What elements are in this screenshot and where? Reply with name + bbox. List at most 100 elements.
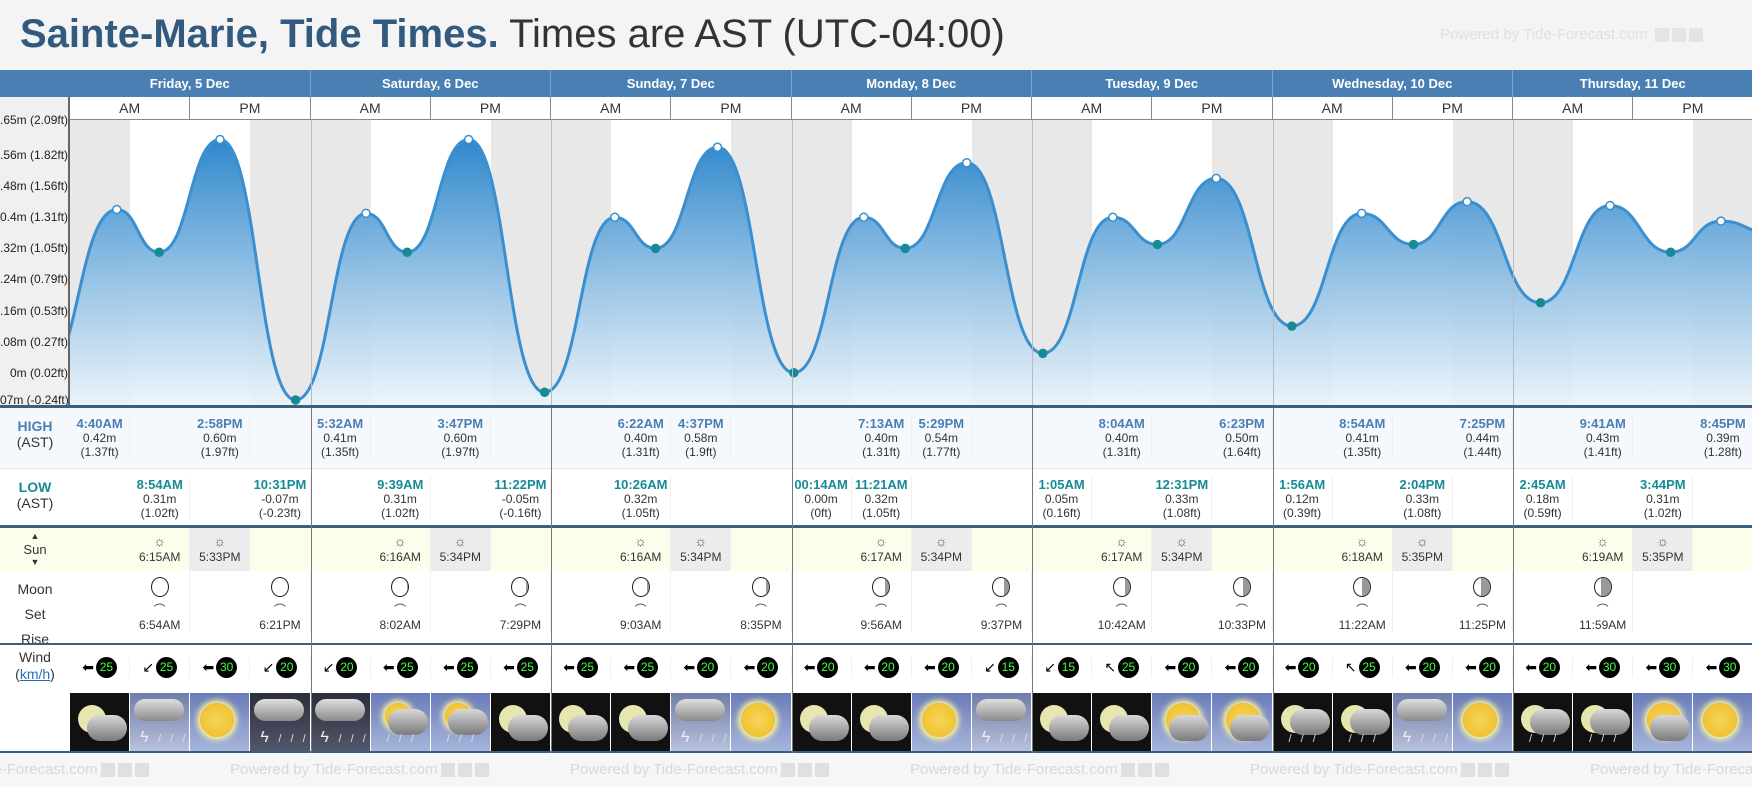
tide-time: 10:31PM [253,477,307,492]
wind-speed-badge: 30 [216,657,238,678]
wind-direction-arrow-icon: ⬅ [382,659,395,675]
wind-unit-link[interactable]: km/h [19,666,51,682]
day-header-corner [0,70,70,97]
high-tide-point [361,208,371,219]
moonset-icon: ⌒ [394,603,407,617]
moon-rise-cell: ⌒ 10:33PM [1212,571,1273,632]
high-tide-cell: 8:04AM 0.40m (1.31ft) [1092,416,1153,459]
low-tide-cell: 00:14AM 0.00m (0ft) [792,477,852,520]
y-axis-tick-label: .24m (0.79ft) [0,272,69,287]
wind-direction-arrow-icon: ↙ [142,659,155,675]
wind-cell: ⬅ 25 [431,657,491,678]
title-bar: Sainte-Marie, Tide Times. Times are AST … [0,0,1752,70]
wind-direction-arrow-icon: ⬅ [202,659,215,675]
wind-speed-badge: 20 [757,657,779,678]
wind-cell: ⬅ 20 [731,657,792,678]
moon-time: 7:29PM [499,618,542,632]
wind-direction-arrow-icon: ⬅ [1164,659,1177,675]
tide-height-ft: (1.97ft) [441,445,480,459]
tide-height-ft: (1.02ft) [381,506,420,520]
day-separator [1272,120,1274,405]
wind-cell: ⬅ 30 [190,657,251,678]
moon-set-cell: ⌒ 6:54AM [130,571,191,632]
high-tz-label: (AST) [16,434,54,450]
tide-time: 2:04PM [1399,477,1446,492]
tide-height-ft: (1.9ft) [685,445,717,459]
sunset-cell: ☼ 5:35PM [1633,528,1694,571]
tide-height-m: 0.40m [864,431,898,445]
day-header: Friday, 5 Dec [70,70,311,97]
day-separator [1513,120,1514,405]
wind-speed-badge: 25 [396,657,418,678]
wind-cell: ⬅ 30 [1573,657,1634,678]
wind-direction-arrow-icon: ⬅ [923,659,936,675]
moon-phase-icon [992,577,1011,597]
wind-speed-badge: 20 [336,657,358,678]
wind-direction-arrow-icon: ⬅ [1525,659,1537,675]
powered-by-link[interactable]: Powered by Tide-Forecast.com [1440,26,1703,43]
powered-by-watermark: Powered by Tide-Forecast.com [1590,761,1752,778]
page-title: Sainte-Marie, Tide Times. Times are AST … [20,12,1005,57]
day-separator [310,120,312,405]
wind-cell: ⬅ 25 [551,657,612,678]
sort-up-icon[interactable]: ▲ [30,531,40,541]
thunderstorm-weather-icon: ϟ / / / [1392,693,1453,751]
moon-set-cell: ⌒ 9:56AM [852,571,912,632]
tide-time: 8:54AM [136,477,183,492]
ampm-label: AM [70,97,191,120]
sunrise-icon: ☼ [1355,533,1369,549]
wind-direction-arrow-icon: ⬅ [82,659,94,675]
tide-time: 10:26AM [613,477,668,492]
sun-time: 6:17AM [860,550,902,564]
wind-direction-arrow-icon: ⬅ [623,659,636,675]
sort-down-icon[interactable]: ▼ [30,557,40,567]
day-separator [791,408,793,753]
wind-direction-arrow-icon: ↙ [262,659,275,675]
high-tide-point [1108,212,1118,222]
wind-speed-badge: 30 [1719,657,1741,678]
moon-time: 6:54AM [139,618,181,632]
moon-label: Moon [17,581,53,597]
tide-height-ft: (-0.23ft) [258,506,301,520]
high-tide-point [1462,196,1472,207]
wind-cell: ↖ 25 [1092,657,1153,678]
day-separator [1032,120,1033,405]
partly-cloudy-day-weather-icon [1633,693,1694,751]
wind-cell: ⬅ 25 [491,657,551,678]
tide-height-m: 0.50m [1225,431,1259,445]
partly-cloudy-night-weather-icon [1092,693,1153,751]
sun-time: 6:15AM [139,550,181,564]
wind-cell: ⬅ 20 [1212,657,1273,678]
sunset-icon: ☼ [934,533,948,549]
wind-direction-arrow-icon: ⬅ [1585,659,1598,675]
wind-cell: ↙ 15 [972,657,1032,678]
wind-cell: ↙ 15 [1032,657,1093,678]
tide-time: 9:41AM [1579,416,1626,431]
tide-height-ft: (1.77ft) [922,445,961,459]
high-tide-cell: 8:54AM 0.41m (1.35ft) [1333,416,1393,459]
day-separator [310,408,312,753]
high-tide-cell: 7:25PM 0.44m (1.44ft) [1453,416,1513,459]
partly-cloudy-night-weather-icon [851,693,912,751]
high-tide-cell: 9:41AM 0.43m (1.41ft) [1573,416,1634,459]
moon-rise-cell: ⌒ 7:29PM [491,571,551,632]
wind-speed-badge: 25 [1118,657,1140,678]
day-separator [791,120,793,405]
moonset-icon: ⌒ [1596,603,1609,617]
moon-time: 9:03AM [620,618,662,632]
low-tide-cell: 12:31PM 0.33m (1.08ft) [1152,477,1213,520]
sunrise-icon: ☼ [393,533,407,549]
moon-phase-icon [872,577,891,597]
tide-height-ft: (0ft) [810,506,832,520]
tide-time: 5:29PM [918,416,965,431]
low-tide-point [539,387,550,397]
moon-rise-cell: ⌒ 11:25PM [1453,571,1513,632]
tide-height-m: 0.31m [1646,492,1680,506]
sunrise-cell: ☼ 6:15AM [130,528,191,571]
day-separator [551,120,552,405]
thunderstorm-night-weather-icon: ϟ / / / [250,693,311,751]
wind-speed-badge: 30 [1599,657,1621,678]
thunderstorm-weather-icon: ϟ / / / [671,693,732,751]
moon-set-cell: ⌒ 9:03AM [611,571,672,632]
sun-time: 6:16AM [620,550,662,564]
